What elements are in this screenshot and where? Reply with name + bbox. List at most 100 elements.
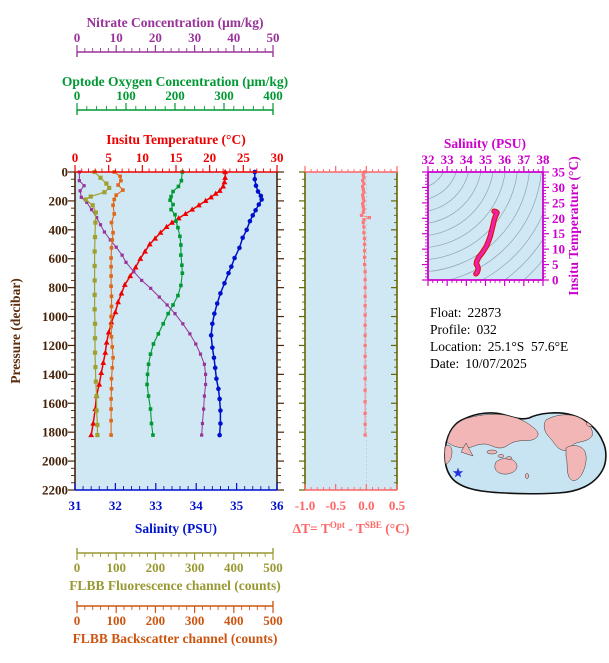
- svg-text:0: 0: [72, 150, 79, 165]
- profile-series-backscatter: [109, 170, 125, 437]
- svg-text:10: 10: [136, 150, 149, 165]
- svg-text:0.5: 0.5: [389, 498, 406, 513]
- svg-text:10: 10: [110, 30, 123, 45]
- float-metadata: Float: 22873 Profile: 032 Location: 25.1°S …: [430, 304, 568, 372]
- svg-text:400: 400: [224, 560, 244, 575]
- float-label: Float:: [430, 305, 462, 320]
- svg-text:100: 100: [116, 88, 136, 103]
- svg-text:0.0: 0.0: [358, 498, 374, 513]
- svg-text:500: 500: [263, 613, 283, 628]
- svg-text:1800: 1800: [42, 425, 68, 440]
- svg-text:34: 34: [460, 152, 474, 167]
- svg-text:30: 30: [271, 150, 284, 165]
- svg-text:10: 10: [552, 242, 565, 257]
- svg-text:1400: 1400: [42, 367, 68, 382]
- svg-text:0: 0: [74, 560, 81, 575]
- svg-text:37: 37: [517, 152, 531, 167]
- svg-text:25: 25: [237, 150, 251, 165]
- float-location-star: [452, 467, 464, 478]
- ts-temperature-axis-title: Insitu Temperature (°C): [566, 156, 581, 295]
- svg-text:100: 100: [106, 613, 126, 628]
- ts-salinity-axis-title: Salinity (PSU): [444, 136, 526, 151]
- svg-text:200: 200: [146, 560, 166, 575]
- profile-series-oxygen: [145, 170, 185, 437]
- svg-text:800: 800: [49, 280, 69, 295]
- delta-t-axis-title: ΔT= TOpt - TSBE (°C): [293, 520, 410, 536]
- svg-text:32: 32: [109, 498, 122, 513]
- nitrate-axis-title: Nitrate Concentration (μm/kg): [86, 15, 263, 30]
- profile-series-nitrate: [77, 170, 208, 437]
- svg-text:500: 500: [263, 560, 283, 575]
- map-landmasses: [445, 414, 594, 481]
- date-value: 10/07/2025: [465, 356, 527, 371]
- svg-text:2200: 2200: [42, 483, 68, 498]
- svg-text:36: 36: [498, 152, 512, 167]
- profile-series-temperature: [88, 168, 229, 438]
- svg-text:15: 15: [170, 150, 184, 165]
- svg-text:33: 33: [441, 152, 455, 167]
- profile-row: Profile: 032: [430, 321, 568, 338]
- svg-text:50: 50: [267, 30, 280, 45]
- svg-text:100: 100: [106, 560, 126, 575]
- svg-text:25: 25: [552, 195, 566, 210]
- svg-text:30: 30: [552, 180, 565, 195]
- svg-text:1200: 1200: [42, 338, 68, 353]
- svg-text:2000: 2000: [42, 454, 68, 469]
- oxygen-axis-title: Optode Oxygen Concentration (μm/kg): [62, 74, 288, 89]
- date-row: Date: 10/07/2025: [430, 355, 568, 372]
- profile-series-salinity: [208, 169, 264, 438]
- svg-text:1600: 1600: [42, 396, 68, 411]
- profile-label: Profile:: [430, 322, 471, 337]
- svg-text:200: 200: [165, 88, 185, 103]
- svg-text:200: 200: [49, 193, 69, 208]
- svg-text:15: 15: [552, 226, 566, 241]
- svg-text:20: 20: [203, 150, 216, 165]
- flbb-axes: 0 100 200 300 400 500 0 100 200 300 400 500: [74, 548, 283, 628]
- fluorescence-axis-title: FLBB Fluorescence channel (counts): [69, 578, 281, 593]
- date-label: Date:: [430, 356, 460, 371]
- svg-text:20: 20: [552, 211, 565, 226]
- svg-text:200: 200: [146, 613, 166, 628]
- temperature-axis-title: Insitu Temperature (°C): [106, 132, 245, 147]
- location-row: Location: 25.1°S 57.6°E: [430, 338, 568, 355]
- delta-t-panel: -1.0 -0.5 0.0 0.5: [295, 166, 406, 513]
- svg-text:300: 300: [214, 88, 234, 103]
- svg-text:0: 0: [552, 273, 559, 288]
- svg-text:400: 400: [263, 88, 283, 103]
- location-value: 25.1°S 57.6°E: [487, 339, 569, 354]
- svg-text:400: 400: [49, 222, 69, 237]
- svg-text:5: 5: [552, 257, 559, 272]
- svg-text:0: 0: [74, 30, 81, 45]
- svg-text:35: 35: [552, 165, 566, 180]
- svg-text:600: 600: [49, 251, 69, 266]
- backscatter-axis-title: FLBB Backscatter channel (counts): [73, 631, 278, 646]
- svg-text:1000: 1000: [42, 309, 68, 324]
- main-profile-plot: 0 200 400 600 800 1000 1200 1400 1600 1800 2000 220…: [42, 150, 284, 513]
- svg-text:36: 36: [271, 498, 285, 513]
- svg-text:38: 38: [537, 152, 551, 167]
- svg-text:300: 300: [185, 613, 205, 628]
- svg-text:20: 20: [149, 30, 162, 45]
- delta-t-series: [359, 170, 371, 437]
- svg-text:0: 0: [74, 88, 81, 103]
- svg-text:-0.5: -0.5: [325, 498, 346, 513]
- svg-text:-1.0: -1.0: [295, 498, 316, 513]
- svg-text:0: 0: [74, 613, 81, 628]
- svg-text:5: 5: [105, 150, 112, 165]
- float-id-row: Float: 22873: [430, 304, 568, 321]
- float-value: 22873: [467, 305, 502, 320]
- location-label: Location:: [430, 339, 482, 354]
- svg-text:33: 33: [149, 498, 163, 513]
- svg-text:35: 35: [479, 152, 493, 167]
- svg-text:32: 32: [422, 152, 435, 167]
- pressure-axis-title: Pressure (decibar): [8, 278, 23, 384]
- salinity-axis-title: Salinity (PSU): [135, 521, 217, 536]
- svg-text:30: 30: [188, 30, 201, 45]
- svg-text:400: 400: [224, 613, 244, 628]
- svg-text:31: 31: [69, 498, 82, 513]
- svg-text:34: 34: [190, 498, 204, 513]
- ts-curve: [474, 209, 499, 276]
